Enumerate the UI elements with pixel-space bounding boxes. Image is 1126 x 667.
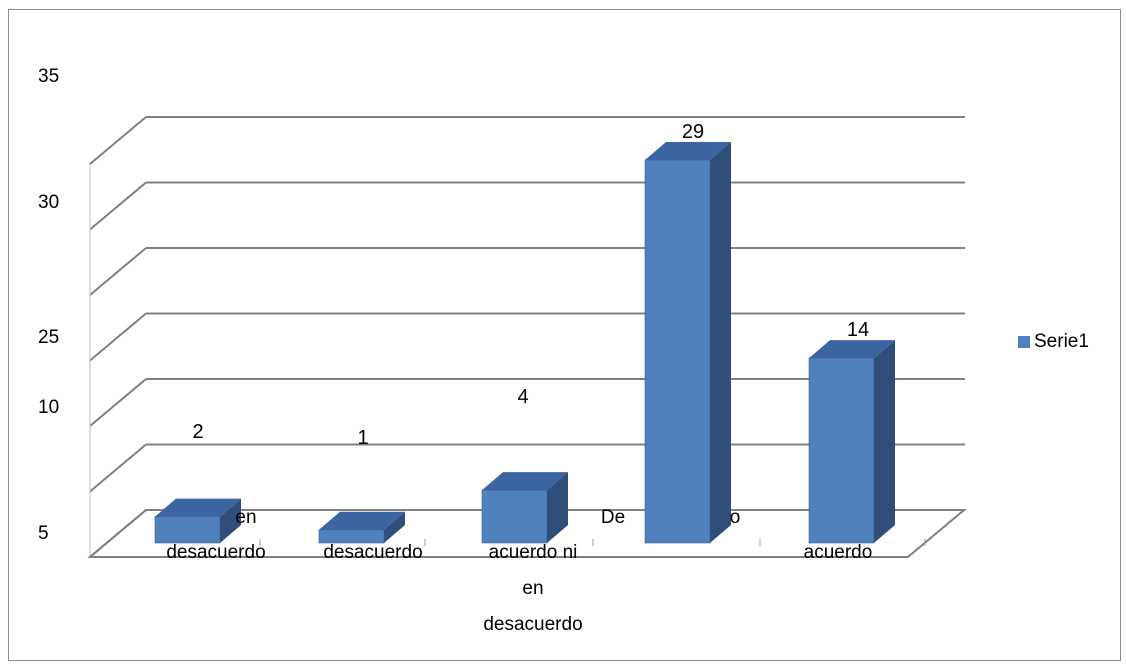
x-tick-label: en bbox=[522, 578, 543, 599]
side-gridline bbox=[89, 181, 147, 231]
side-gridline bbox=[89, 443, 147, 493]
bar-side bbox=[384, 511, 405, 543]
bar-side bbox=[547, 472, 568, 543]
y-tick-label: 5 bbox=[38, 523, 49, 544]
legend-label: Serie1 bbox=[1034, 331, 1089, 352]
x-tick-label: en bbox=[235, 507, 256, 528]
bar-side bbox=[874, 340, 895, 543]
data-label: 29 bbox=[682, 121, 704, 143]
bar bbox=[644, 159, 711, 544]
bar-top bbox=[319, 511, 405, 530]
y-tick-label: 30 bbox=[38, 192, 59, 213]
x-tick-label: desacuerdo bbox=[483, 614, 582, 635]
side-gridline bbox=[89, 378, 147, 427]
data-label: 4 bbox=[517, 386, 528, 408]
data-label: 1 bbox=[357, 427, 368, 449]
x-tick-label: desacuerdo bbox=[323, 542, 422, 563]
bar bbox=[808, 357, 875, 544]
bar-top bbox=[155, 498, 241, 517]
data-label: 2 bbox=[192, 421, 203, 443]
side-gridline bbox=[89, 247, 147, 296]
side-gridline bbox=[89, 116, 147, 165]
x-axis-labels: en desacuerdo desacuerdo acuerdo ni en desacu… bbox=[166, 507, 872, 635]
bar bbox=[481, 489, 548, 544]
x-tick-label: o bbox=[730, 507, 741, 528]
bar-side bbox=[220, 498, 241, 543]
bar bbox=[154, 516, 221, 544]
legend-swatch bbox=[1018, 336, 1030, 348]
chart-floor bbox=[87, 509, 967, 558]
y-axis-labels: 35 30 25 10 5 bbox=[38, 66, 59, 544]
bar-top bbox=[809, 340, 895, 359]
x-tick-label: acuerdo bbox=[804, 542, 873, 563]
bar-top bbox=[482, 472, 568, 491]
chart-bars bbox=[154, 142, 895, 544]
y-tick-label: 10 bbox=[38, 397, 59, 418]
bar-top bbox=[645, 142, 731, 160]
y-tick-label: 25 bbox=[38, 327, 59, 348]
side-gridline bbox=[89, 312, 147, 362]
x-tick-label: desacuerdo bbox=[166, 542, 265, 563]
x-tick-label: acuerdo ni bbox=[489, 542, 578, 563]
legend: Serie1 bbox=[1018, 331, 1089, 353]
x-tick-label: De bbox=[601, 507, 625, 528]
data-label: 14 bbox=[847, 319, 869, 341]
y-tick-label: 35 bbox=[38, 66, 59, 87]
bar-side bbox=[710, 142, 731, 543]
